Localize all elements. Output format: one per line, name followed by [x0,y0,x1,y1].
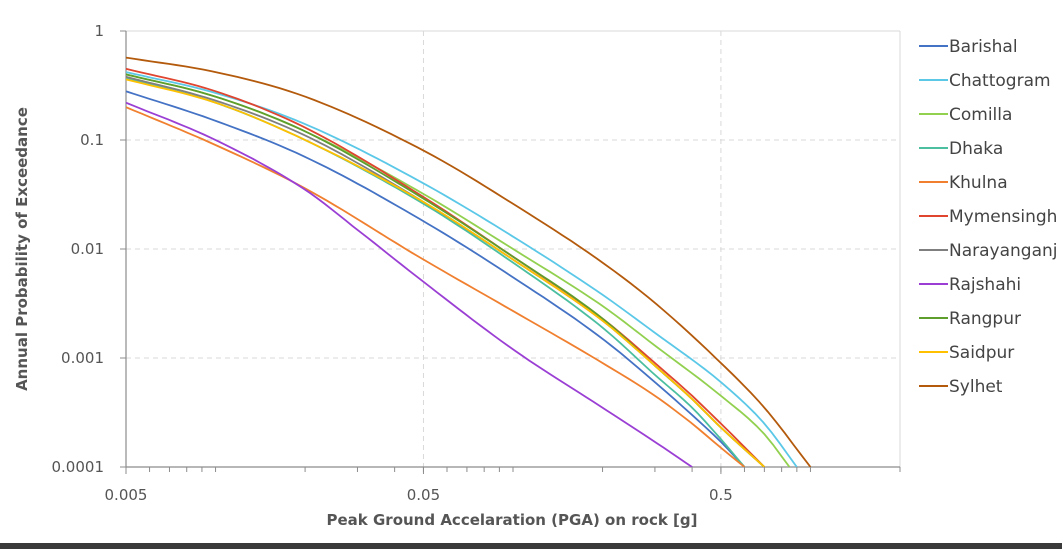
series-line-saidpur [126,78,766,467]
legend-label: Rangpur [949,309,1021,329]
y-tick-label: 0.01 [71,240,104,258]
legend-label: Mymensingh [949,207,1057,227]
legend: Barishal Chattogram Comilla Dhaka Khulna Myme… [919,37,1058,397]
bottom-bar [0,543,1062,549]
y-tick-label: 0.0001 [52,458,105,476]
series-line-rajshahi [126,101,693,467]
series-line-rangpur [126,73,766,467]
legend-label: Sylhet [949,377,1003,397]
y-tick-label: 0.1 [80,131,104,149]
x-tick-label: 0.05 [407,486,440,504]
legend-item-rajshahi: Rajshahi [919,275,1021,295]
series-line-barishal [126,90,746,467]
y-axis-label: Annual Probability of Exceedance [13,107,31,391]
x-axis-label: Peak Ground Accelaration (PGA) on rock [… [327,511,698,529]
x-tick-label: 0.5 [709,486,733,504]
legend-item-saidpur: Saidpur [919,343,1014,363]
legend-item-mymensingh: Mymensingh [919,207,1057,227]
legend-label: Narayanganj [949,241,1058,261]
series-lines [126,56,812,467]
legend-item-barishal: Barishal [919,37,1018,57]
y-tick-label: 0.001 [61,349,104,367]
y-tick-label: 1 [94,22,104,40]
series-line-mymensingh [126,67,766,467]
legend-label: Rajshahi [949,275,1021,295]
legend-item-dhaka: Dhaka [919,139,1003,159]
legend-label: Dhaka [949,139,1003,159]
legend-item-chattogram: Chattogram [919,71,1051,91]
legend-label: Saidpur [949,343,1014,363]
legend-item-rangpur: Rangpur [919,309,1021,329]
series-line-dhaka [126,77,746,467]
series-line-chattogram [126,71,798,467]
series-line-khulna [126,106,746,467]
legend-item-khulna: Khulna [919,173,1008,193]
legend-label: Chattogram [949,71,1051,91]
legend-item-sylhet: Sylhet [919,377,1003,397]
legend-label: Comilla [949,105,1012,125]
legend-item-comilla: Comilla [919,105,1012,125]
legend-label: Khulna [949,173,1008,193]
series-line-sylhet [126,56,812,467]
legend-label: Barishal [949,37,1018,57]
x-tick-label: 0.005 [105,486,148,504]
series-line-comilla [126,73,791,467]
legend-item-narayanganj: Narayanganj [919,241,1058,261]
axis-ticks: 0.005 0.05 0.5 0.0001 0.001 0.01 0.1 1 [52,22,901,504]
